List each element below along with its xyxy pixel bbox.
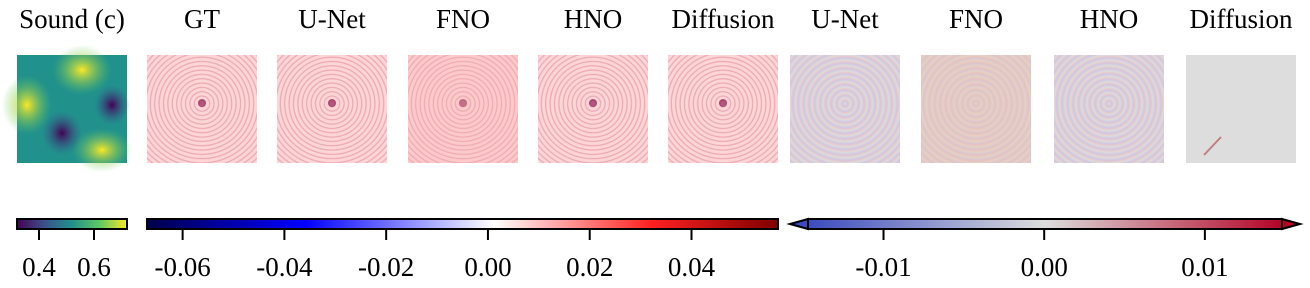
image-blob: [52, 45, 112, 95]
panel-image: [408, 55, 518, 163]
panel-image: [790, 55, 900, 163]
panel-title: HNO: [1080, 4, 1139, 34]
panel-title: HNO: [564, 4, 623, 34]
image-blob: [42, 111, 82, 155]
tick-label: -0.06: [154, 252, 210, 282]
image-noise: [408, 55, 518, 163]
panel-image: [1186, 55, 1296, 163]
panel-image: [921, 55, 1031, 163]
image-bg: [921, 55, 1031, 163]
colorbar: [807, 218, 1283, 230]
tick-label: 0.6: [77, 252, 111, 282]
colorbar-extend: [786, 217, 809, 231]
panel-title: Diffusion: [1189, 4, 1293, 34]
panel-title: Diffusion: [671, 4, 775, 34]
panel-title: FNO: [436, 4, 490, 34]
colorbars: 0.4 0.6 -0.06 -0.04 -0.02 0.00 0.02 0.04 -0.01 0.…: [16, 217, 1304, 282]
image-source: [719, 99, 727, 107]
image-bg: [790, 55, 900, 163]
panel-title: Sound (c): [19, 4, 125, 34]
colorbar: [16, 218, 128, 230]
panel-title: GT: [184, 4, 220, 34]
image-bg: [408, 55, 518, 163]
image-bg: [538, 55, 648, 163]
image-source: [328, 99, 336, 107]
image-bg: [668, 55, 778, 163]
tick-label: -0.01: [855, 252, 911, 282]
tick-label: 0.4: [22, 252, 56, 282]
colorbar-extend: [1281, 217, 1304, 231]
tick-label: -0.04: [256, 252, 313, 282]
image-noise: [921, 55, 1031, 163]
panel-image: [2, 45, 132, 172]
tick-label: 0.00: [464, 252, 511, 282]
panel-image: [147, 55, 257, 163]
panel-title: FNO: [949, 4, 1003, 34]
panel-title: U-Net: [298, 4, 366, 34]
image-bg: [147, 55, 257, 163]
panel-image: [277, 55, 387, 163]
panel-title: U-Net: [811, 4, 879, 34]
colorbar: [146, 218, 779, 230]
tick-label: 0.01: [1181, 252, 1228, 282]
image-bg: [277, 55, 387, 163]
panel-image: [668, 55, 778, 163]
image-blob: [94, 85, 130, 125]
tick-label: -0.02: [358, 252, 414, 282]
panels: Sound (c) GT U-Net FNO HNO Diffusion U-Net FNO H…: [2, 4, 1296, 172]
tick-label: 0.00: [1021, 252, 1068, 282]
panel-image: [1054, 55, 1164, 163]
panel-image: [538, 55, 648, 163]
image-streak: [1203, 136, 1222, 156]
image-source: [589, 99, 597, 107]
image-bg: [1186, 55, 1296, 163]
image-blob: [72, 128, 132, 172]
image-blob: [2, 75, 52, 135]
tick-label: 0.02: [566, 252, 613, 282]
tick-label: 0.04: [668, 252, 716, 282]
image-bg: [1054, 55, 1164, 163]
image-source: [198, 99, 206, 107]
image-source: [459, 99, 467, 107]
